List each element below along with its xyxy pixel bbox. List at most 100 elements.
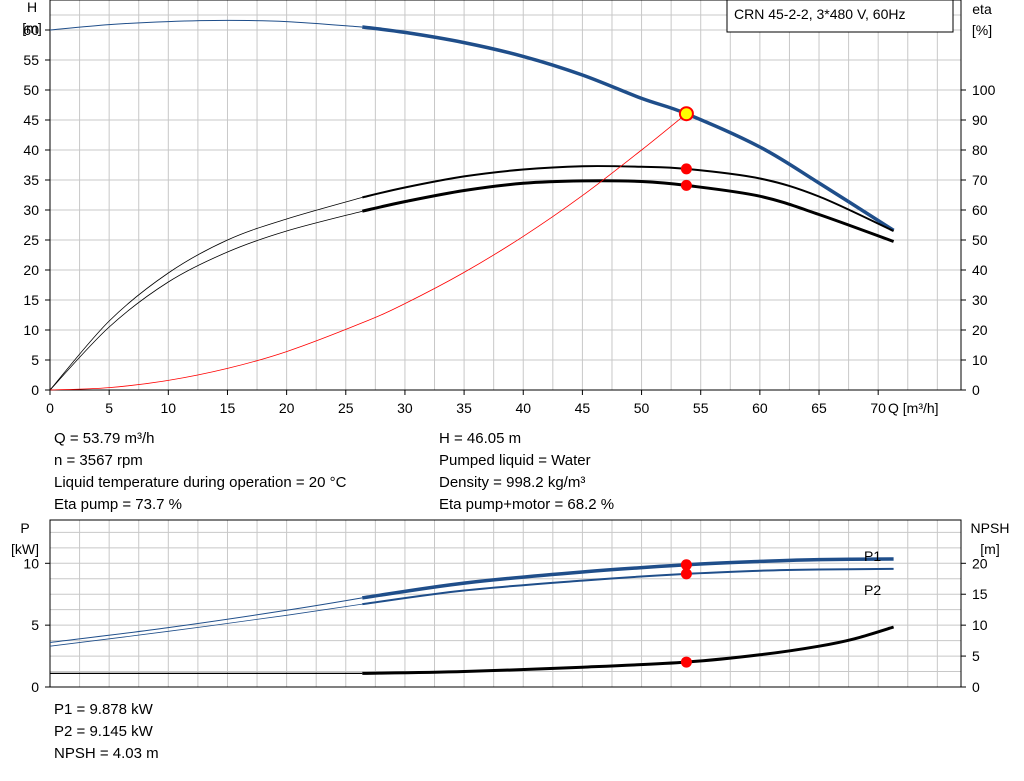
x-tick-label: 15 [220,400,236,416]
top-y-axis-label-line1: H [27,0,37,15]
top-x-axis-label: Q [m³/h] [888,400,939,416]
x-tick-label: 45 [575,400,591,416]
y2-tick-label: 10 [972,352,988,368]
info-flow: Q = 53.79 m³/h [54,430,155,447]
bottom-y2-tick-label: 20 [972,555,988,571]
y-tick-label: 35 [23,172,39,188]
p1-marker [680,559,692,571]
top-y-axis-label-line2: [m] [22,20,41,36]
p1-curve-thin [49,597,363,643]
y-tick-label: 50 [23,82,39,98]
info-pumped-liquid: Pumped liquid = Water [439,452,591,469]
y2-tick-label: 60 [972,202,988,218]
eta-total-curve-thin [49,210,363,391]
x-tick-label: 65 [811,400,827,416]
y-tick-label: 0 [31,382,39,398]
bottom-y2-tick-label: 10 [972,617,988,633]
info-speed: n = 3567 rpm [54,452,143,469]
bottom-y-tick-label: 5 [31,617,39,633]
y2-tick-label: 80 [972,142,988,158]
operating-point-marker [678,106,694,122]
y2-tick-label: 70 [972,172,988,188]
y-tick-label: 40 [23,142,39,158]
pump-title: CRN 45-2-2, 3*480 V, 60Hz [734,6,905,22]
system-curve [49,113,687,391]
info-p2: P2 = 9.145 kW [54,723,153,740]
y2-tick-label: 20 [972,322,988,338]
npsh-curve [362,625,895,675]
info-p1: P1 = 9.878 kW [54,701,153,718]
pump-title-box [726,0,954,33]
p2-curve-label: P2 [864,582,881,598]
power-npsh-plot: 0 5 10 0 5 10 15 20 P [kW] NPSH [m] P1 P2 [11,519,1010,695]
bottom-plot-frame [49,519,962,688]
info-liquid-temperature: Liquid temperature during operation = 20… [54,474,347,491]
eta-pump-curve-thin [49,197,363,391]
y2-tick-label: 30 [972,292,988,308]
y2-tick-label: 40 [972,262,988,278]
bottom-y2-axis-label-line1: NPSH [971,520,1010,536]
bottom-y2-tick-label: 0 [972,679,980,695]
top-info-left: Q = 53.79 m³/h n = 3567 rpm Liquid tempe… [54,428,346,516]
bottom-y2-tick-label: 15 [972,586,988,602]
top-y2-axis-label-line2: [%] [972,22,992,38]
y-tick-label: 15 [23,292,39,308]
y-tick-label: 45 [23,112,39,128]
top-plot-frame [49,0,962,391]
bottom-grid [50,520,961,687]
bottom-ticks: 0 5 10 0 5 10 15 20 [23,555,987,695]
y2-tick-label: 90 [972,112,988,128]
eta-pump-curve [362,165,895,232]
info-head: H = 46.05 m [439,430,522,447]
p2-curve [362,567,894,606]
p2-marker [680,568,692,580]
info-eta-pump-motor: Eta pump+motor = 68.2 % [439,496,615,513]
bottom-y-tick-label: 10 [23,555,39,571]
y2-tick-label: 50 [972,232,988,248]
y-tick-label: 20 [23,262,39,278]
eta-total-marker [680,179,692,191]
x-tick-label: 0 [46,400,54,416]
x-tick-label: 50 [634,400,650,416]
p1-curve-label: P1 [864,548,881,564]
y2-tick-label: 100 [972,82,996,98]
info-eta-pump: Eta pump = 73.7 % [54,496,182,513]
y2-tick-label: 0 [972,382,980,398]
bottom-y2-axis-label-line2: [m] [980,541,999,557]
x-tick-label: 20 [279,400,295,416]
qh-curve-thin [49,19,363,31]
y-tick-label: 10 [23,322,39,338]
eta-pump-marker [680,163,692,175]
npsh-marker [680,656,692,668]
x-tick-label: 55 [693,400,709,416]
x-tick-label: 60 [752,400,768,416]
x-tick-label: 10 [161,400,177,416]
top-y2-axis-label-line1: eta [972,1,992,17]
top-grid [50,0,961,390]
y-tick-label: 30 [23,202,39,218]
y-tick-label: 5 [31,352,39,368]
bottom-info: P1 = 9.878 kW P2 = 9.145 kW NPSH = 4.03 … [54,699,159,765]
bottom-y-axis-label-line2: [kW] [11,541,39,557]
x-tick-label: 35 [456,400,472,416]
top-curves [49,19,895,391]
y-tick-label: 60 [23,22,39,38]
p1-curve [362,557,894,600]
p2-curve-thin [49,603,363,647]
x-tick-label: 40 [515,400,531,416]
bottom-curves [49,557,895,675]
head-efficiency-plot: 0 5 10 15 20 25 30 35 40 45 50 55 60 65 70 0 5 10 15 20 25 30… [22,0,996,416]
qh-curve [362,25,895,232]
top-ticks: 0 5 10 15 20 25 30 35 40 45 50 55 60 65 70 0 5 10 15 20 25 30… [23,22,995,416]
x-tick-label: 25 [338,400,354,416]
x-tick-label: 70 [870,400,886,416]
x-tick-label: 30 [397,400,413,416]
bottom-y-axis-label-line1: P [20,520,29,536]
y-tick-label: 25 [23,232,39,248]
eta-total-curve [361,179,895,243]
top-info-right: H = 46.05 m Pumped liquid = Water Densit… [439,428,614,516]
x-tick-label: 5 [105,400,113,416]
info-npsh: NPSH = 4.03 m [54,745,159,762]
info-density: Density = 998.2 kg/m³ [439,474,586,491]
